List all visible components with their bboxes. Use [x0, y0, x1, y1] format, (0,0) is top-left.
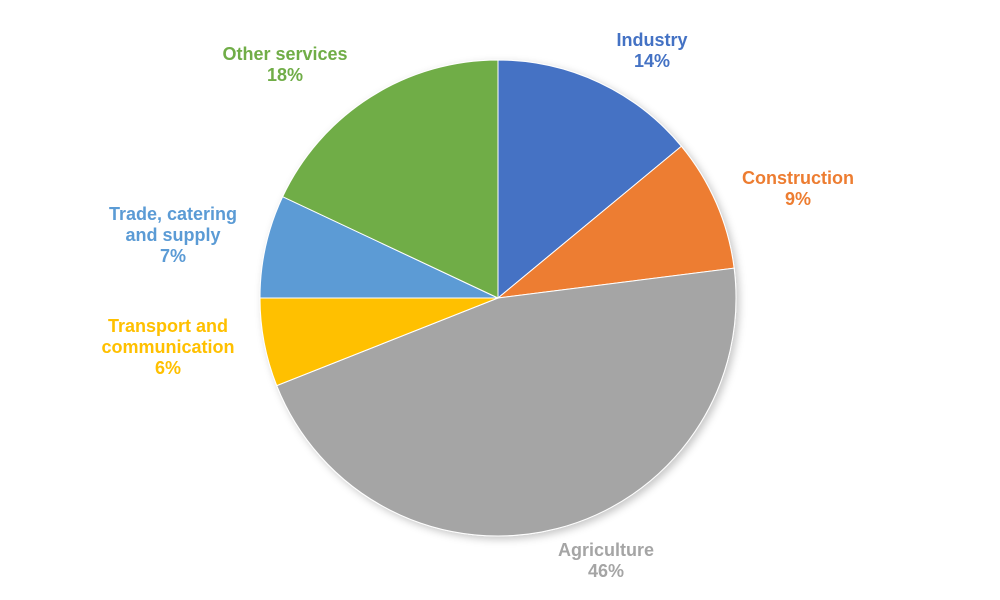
data-label-value: 9% [785, 189, 811, 209]
data-label-agriculture: Agriculture 46% [558, 540, 654, 581]
data-label-value: 18% [267, 65, 303, 85]
data-label-value: 14% [634, 51, 670, 71]
pie-slice-trade-catering-and-supply [259, 195, 499, 299]
data-label-value: 46% [588, 561, 624, 581]
data-label-category: and supply [125, 225, 220, 245]
data-label-value: 6% [155, 358, 181, 378]
data-label-industry: Industry 14% [616, 30, 687, 71]
data-label-category: Transport and [108, 316, 228, 336]
data-label-transport-and-communication: Transport and communication 6% [101, 316, 234, 378]
data-label-trade-catering-and-supply: Trade, catering and supply 7% [109, 204, 237, 266]
data-label-category: Other services [222, 44, 347, 64]
data-label-category: Construction [742, 168, 854, 188]
data-label-category: Trade, catering [109, 204, 237, 224]
data-label-category: communication [101, 337, 234, 357]
pie-slice-other-services [281, 59, 499, 299]
data-label-value: 7% [160, 246, 186, 266]
data-label-category: Industry [616, 30, 687, 50]
pie-data-labels: Industry 14% Construction 9% Agriculture 46% T… [101, 30, 854, 581]
data-label-category: Agriculture [558, 540, 654, 560]
pie-slices [259, 59, 737, 537]
pie-slice-construction [496, 145, 735, 299]
data-label-construction: Construction 9% [742, 168, 854, 209]
pie-slice-industry [497, 59, 683, 300]
pie-slice-agriculture [276, 267, 737, 537]
data-label-other-services: Other services 18% [222, 44, 347, 85]
